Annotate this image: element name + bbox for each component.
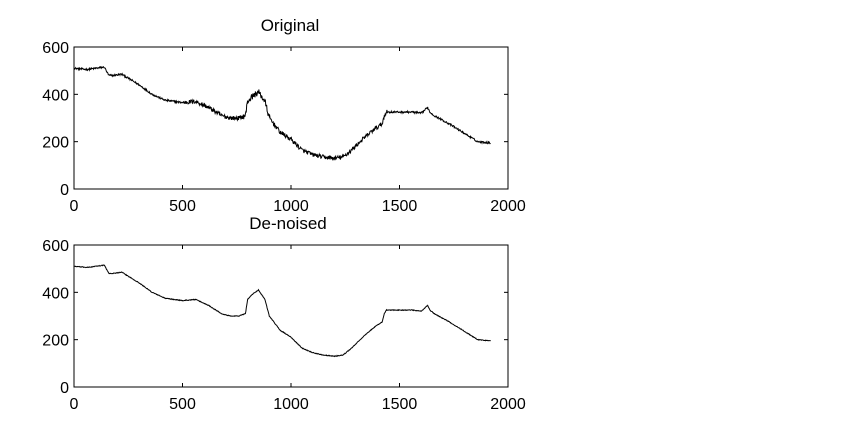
- original-ytick-label: 600: [42, 40, 69, 57]
- denoised-xtick-label: 0: [70, 396, 79, 413]
- original-marks: [73, 66, 491, 162]
- original-ytick-label: 0: [60, 182, 69, 199]
- original-xtick-label: 500: [169, 198, 196, 215]
- denoised-plot-frame: [73, 244, 509, 388]
- original-axes: Original 0 500 1000 1500 2000 0 200 400 600: [42, 16, 526, 215]
- original-xtick-label: 0: [70, 198, 79, 215]
- original-ytick-label: 400: [42, 87, 69, 104]
- denoised-ytick-label: 400: [42, 285, 69, 302]
- original-xtick-label: 2000: [490, 198, 526, 215]
- denoised-xtick-label: 500: [169, 396, 196, 413]
- original-series-line: [73, 66, 491, 162]
- original-ticks: 0 500 1000 1500 2000 0 200 400 600: [42, 40, 526, 215]
- denoised-xtick-label: 1000: [273, 396, 309, 413]
- denoised-xtick-label: 1500: [382, 396, 418, 413]
- denoised-xtick-label: 2000: [490, 396, 526, 413]
- original-ytick-label: 200: [42, 135, 69, 152]
- original-title: Original: [261, 16, 320, 35]
- denoised-axes: De-noised 0 500 1000 1500 2000 0 200 400 600: [42, 214, 526, 413]
- denoised-ytick-label: 200: [42, 333, 69, 350]
- denoised-ytick-label: 0: [60, 380, 69, 397]
- denoised-title: De-noised: [249, 214, 327, 233]
- denoised-series-line: [73, 264, 491, 358]
- denoised-marks: [73, 264, 491, 358]
- original-xtick-label: 1000: [273, 198, 309, 215]
- original-xtick-label: 1500: [382, 198, 418, 215]
- denoised-ticks: 0 500 1000 1500 2000 0 200 400 600: [42, 238, 526, 413]
- original-plot-frame: [73, 46, 509, 190]
- denoised-ytick-label: 600: [42, 238, 69, 255]
